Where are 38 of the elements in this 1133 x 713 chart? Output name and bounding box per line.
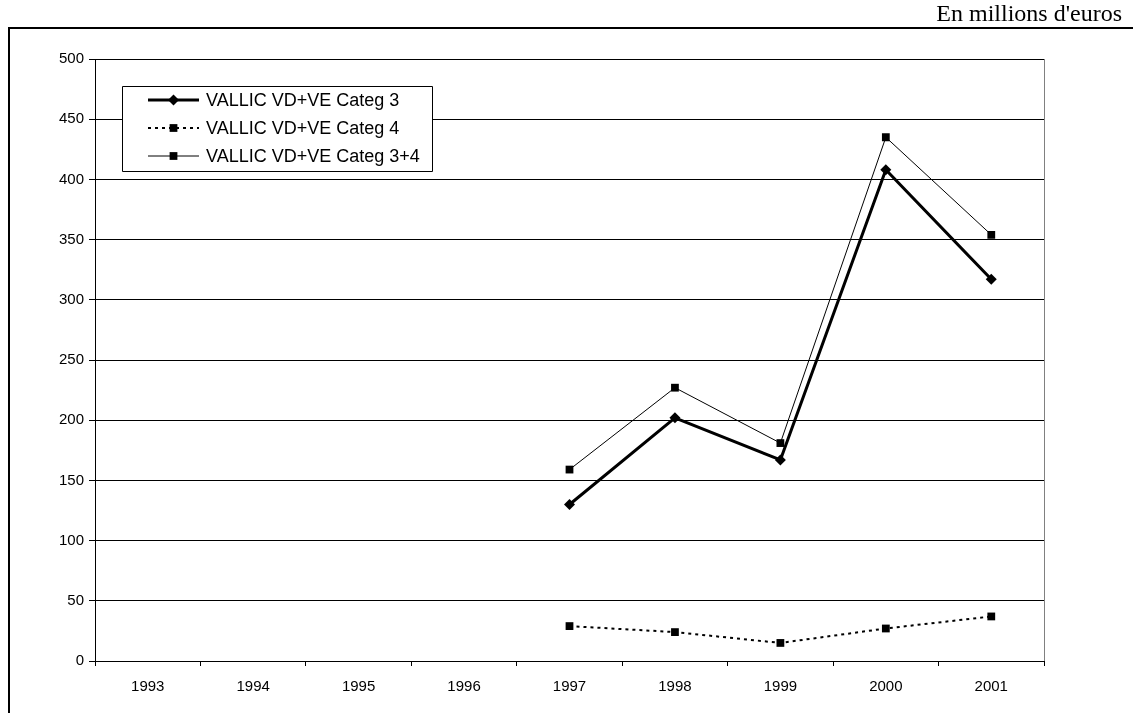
x-tick-label: 2000: [869, 677, 903, 695]
point: [671, 628, 679, 636]
x-tick-label: 1997: [552, 677, 587, 695]
y-tick-label: 500: [58, 49, 84, 67]
point: [776, 639, 785, 647]
point: [880, 164, 892, 176]
y-tick-label: 450: [58, 109, 84, 127]
x-tick-label: 1996: [447, 677, 481, 695]
x-tick-label: 1999: [763, 677, 798, 695]
point: [987, 612, 996, 621]
x-tick-label: 1995: [341, 677, 376, 695]
point: [987, 230, 996, 239]
point: [881, 133, 890, 142]
point: [774, 454, 786, 466]
x-tick-label: 2001: [974, 677, 1008, 695]
x-tick-label: 1993: [131, 677, 165, 695]
point: [564, 498, 575, 510]
y-tick-label: 100: [58, 530, 84, 548]
y-tick-label: 250: [58, 350, 84, 368]
point: [671, 383, 679, 392]
y-tick-label: 300: [58, 289, 84, 307]
y-tick-label: 200: [58, 410, 84, 428]
point: [776, 439, 785, 447]
point: [565, 622, 574, 630]
y-tick-label: 0: [75, 651, 84, 669]
legend-label: VALLIC VD+VE Categ 4: [206, 117, 400, 138]
point: [881, 624, 890, 633]
legend-label: VALLIC VD+VE Categ 3+4: [206, 145, 420, 166]
text: En millions d'euros: [936, 0, 1122, 26]
point: [985, 273, 997, 285]
x-tick-label: 1998: [658, 677, 692, 695]
y-tick-label: 400: [58, 169, 84, 187]
y-tick-label: 150: [58, 470, 84, 488]
point: [669, 412, 681, 424]
x-tick-label: 1994: [236, 677, 270, 695]
y-tick-label: 350: [58, 229, 84, 247]
y-tick-label: 50: [67, 590, 84, 608]
legend-label: VALLIC VD+VE Categ 3: [206, 89, 400, 110]
